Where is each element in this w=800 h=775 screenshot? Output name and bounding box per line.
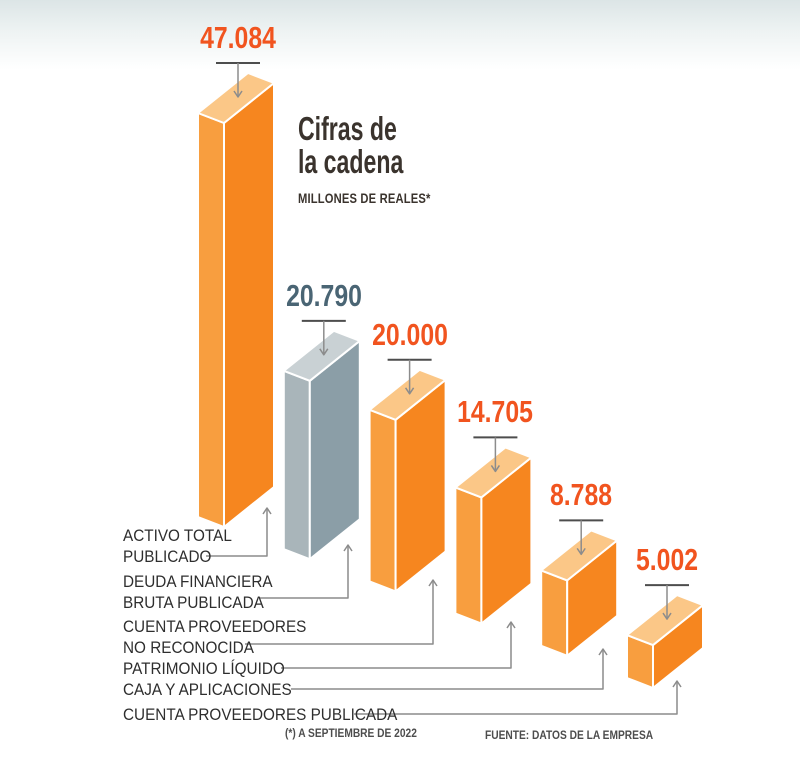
bar-0-right-face [223,82,275,528]
value-arrowhead-down-icon-1 [319,348,329,356]
bar-4-top-face [540,529,619,582]
bar-3-left-face [454,486,483,625]
value-arrowhead-down-icon-2 [404,387,415,395]
bar-3-top-face [454,446,533,499]
label-connector-5 [354,681,678,715]
label-arrowhead-up-icon-1 [343,544,353,552]
label-connector-1 [259,545,349,599]
value-arrowhead-down-icon-0 [233,90,243,98]
bar-5-top-face [626,594,704,647]
label-arrowhead-up-icon-0 [262,507,272,515]
bar-4-left-face [540,569,569,657]
label-arrowhead-up-icon-5 [672,680,682,688]
value-arrowhead-down-icon-3 [490,465,501,473]
label-connector-0 [206,508,268,557]
value-arrowhead-down-icon-5 [662,612,672,620]
value-arrowhead-down-icon-4 [576,547,586,556]
label-arrowhead-up-icon-3 [506,621,516,629]
label-connector-2 [245,580,434,645]
bar-1-top-face [282,329,361,382]
bar-2-top-face [368,368,447,421]
bar-0-top-face [197,72,275,124]
label-arrowhead-up-icon-2 [428,579,438,587]
label-connector-4 [291,649,604,690]
bar-1-left-face [282,369,311,561]
background-gradient [0,0,800,70]
label-connector-3 [281,622,512,669]
label-arrowhead-up-icon-4 [598,648,608,656]
bar-2-left-face [368,408,397,593]
bar-0-left-face [197,112,225,528]
